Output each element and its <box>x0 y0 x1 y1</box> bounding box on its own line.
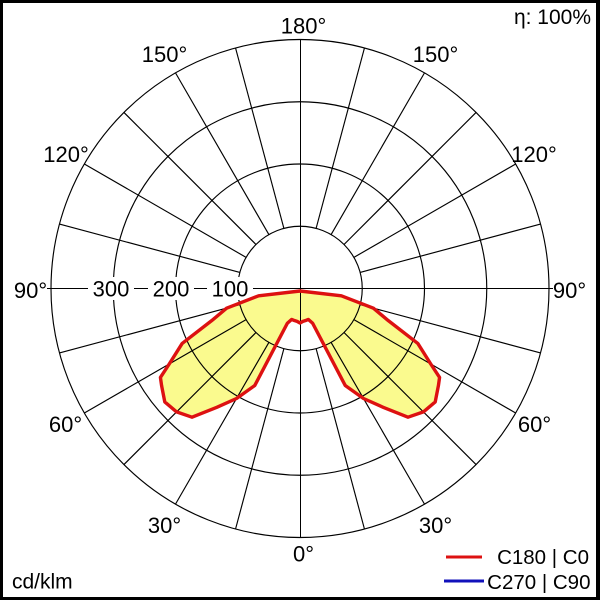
svg-text:120°: 120° <box>43 142 89 167</box>
svg-text:C270 | C90: C270 | C90 <box>487 571 590 594</box>
svg-text:180°: 180° <box>281 14 327 39</box>
svg-text:90°: 90° <box>553 278 586 303</box>
svg-text:30°: 30° <box>148 513 181 538</box>
svg-text:C180 | C0: C180 | C0 <box>497 546 589 569</box>
svg-text:120°: 120° <box>511 142 557 167</box>
svg-text:90°: 90° <box>14 278 47 303</box>
svg-text:30°: 30° <box>419 513 452 538</box>
svg-text:150°: 150° <box>413 42 459 67</box>
svg-text:cd/klm: cd/klm <box>12 571 73 594</box>
svg-text:60°: 60° <box>518 412 551 437</box>
svg-text:100: 100 <box>212 277 249 302</box>
svg-text:η: 100%: η: 100% <box>514 6 591 29</box>
svg-text:300: 300 <box>93 277 130 302</box>
svg-text:0°: 0° <box>293 542 314 567</box>
svg-text:200: 200 <box>153 277 190 302</box>
svg-text:150°: 150° <box>142 42 188 67</box>
svg-text:60°: 60° <box>49 412 82 437</box>
